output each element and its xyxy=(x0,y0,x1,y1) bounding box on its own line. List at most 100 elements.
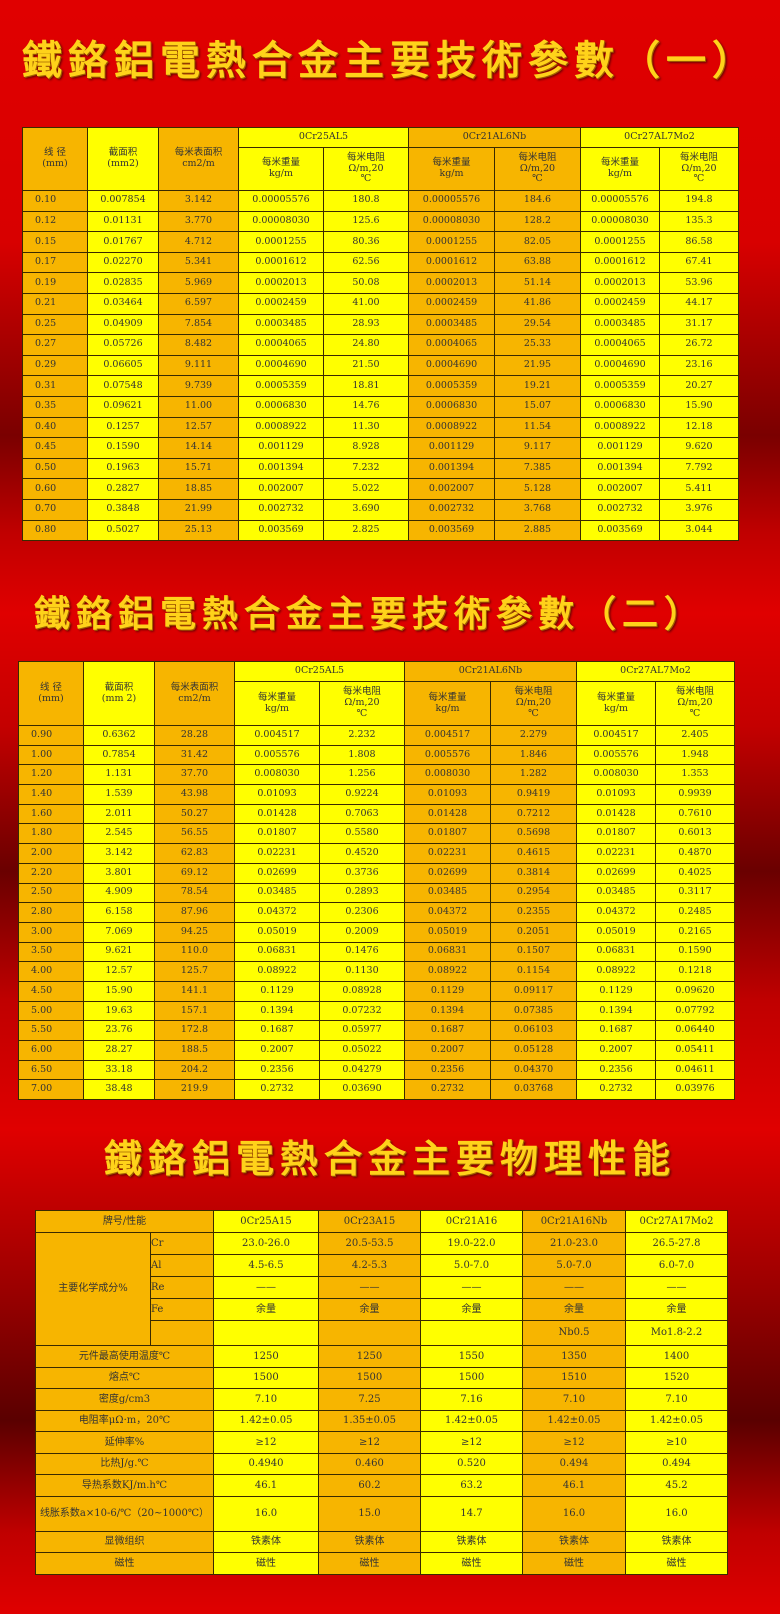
table-cell: 2.50 xyxy=(18,882,84,904)
table-cell: 0.2356 xyxy=(234,1059,320,1081)
table-cell: 0.2954 xyxy=(490,882,577,904)
label: 每米电阻 xyxy=(514,686,553,698)
table-cell: 12.57 xyxy=(83,961,155,982)
table-cell: 0.04611 xyxy=(655,1059,735,1081)
table-cell: 1.131 xyxy=(83,764,155,786)
header-resistance: 每米电阻 Ω/m,20 ℃ xyxy=(490,681,577,726)
table-cell: 0.0002459 xyxy=(408,292,495,315)
header-resistance: 每米电阻 Ω/m,20 ℃ xyxy=(659,147,739,191)
table-cell: 135.3 xyxy=(659,210,739,233)
table-cell: 余量 xyxy=(318,1298,421,1321)
table-cell: 0.2356 xyxy=(404,1059,491,1081)
table-cell: ≥12 xyxy=(420,1431,523,1454)
table-cell: 67.41 xyxy=(659,251,739,274)
table-cell: 0.01131 xyxy=(87,210,159,233)
table-cell: 1250 xyxy=(213,1345,319,1368)
table-cell: 0.1687 xyxy=(234,1020,320,1041)
table-cell: 63.88 xyxy=(494,251,581,274)
table-row: 0.50 0.1963 15.71 0.001394 7.232 0.001394 7.38… xyxy=(22,457,739,480)
table-row: 0.27 0.05726 8.482 0.0004065 24.80 0.0004065 2… xyxy=(22,334,739,356)
label: 每米重量 xyxy=(428,691,467,703)
table-cell: 0.60 xyxy=(22,478,88,500)
label: 每米表面积 xyxy=(170,681,219,693)
label: 每米重量 xyxy=(600,157,639,169)
table-cell: 7.385 xyxy=(494,457,581,480)
table-cell: 0.27 xyxy=(22,334,88,356)
table-cell: 0.0003485 xyxy=(580,313,660,336)
table-cell: 28.93 xyxy=(323,313,409,336)
table-cell: 0.04372 xyxy=(234,902,320,923)
table-row: 5.50 23.76 172.8 0.1687 0.05977 0.1687 0.06103… xyxy=(18,1020,735,1041)
header-alloy: 0Cr21A16 xyxy=(420,1210,523,1233)
table-cell: 0.4025 xyxy=(655,862,735,884)
table-cell: 2.279 xyxy=(490,725,577,746)
table-cell: 2.885 xyxy=(494,519,581,542)
property-label: 磁性 xyxy=(35,1552,214,1575)
table-cell: 5.128 xyxy=(494,478,581,500)
table-cell: 0.02699 xyxy=(234,862,320,884)
table-cell: 0.2007 xyxy=(404,1040,491,1061)
table-cell: 0.07385 xyxy=(490,1000,577,1022)
table-cell: 0.6013 xyxy=(655,823,735,845)
table-cell: 0.02699 xyxy=(404,862,491,884)
table-cell: 铁素体 xyxy=(318,1530,421,1553)
table-cell: 0.01428 xyxy=(234,803,320,825)
property-label: 熔点℃ xyxy=(35,1366,214,1389)
header-weight: 每米重量 kg/m xyxy=(408,147,495,191)
table-cell: 1.80 xyxy=(18,823,84,845)
table-cell: 0.00008030 xyxy=(408,210,495,233)
table-cell: 1550 xyxy=(420,1345,523,1368)
table-cell: 41.86 xyxy=(494,292,581,315)
table-cell: 0.0006830 xyxy=(238,395,324,418)
table-row: 0.12 0.01131 3.770 0.00008030 125.6 0.0000803… xyxy=(22,210,739,233)
table-cell: 0.17 xyxy=(22,251,88,274)
table-cell: 1.539 xyxy=(83,784,155,805)
unit: ℃ xyxy=(693,173,705,185)
table-cell: 0.01428 xyxy=(404,803,491,825)
table-cell: 21.50 xyxy=(323,354,409,377)
table-cell: 0.001394 xyxy=(238,457,324,480)
table-cell xyxy=(213,1320,319,1346)
table-cell: 0.002732 xyxy=(580,498,660,521)
table-cell: 0.01807 xyxy=(576,823,656,845)
table-cell: 3.768 xyxy=(494,498,581,521)
table-cell: ≥12 xyxy=(522,1431,626,1454)
table-cell: 0.08922 xyxy=(234,961,320,982)
table-cell: 0.3736 xyxy=(319,862,405,884)
table-cell: 180.8 xyxy=(323,190,409,212)
table-cell: 37.70 xyxy=(154,764,235,786)
table-cell: 43.98 xyxy=(154,784,235,805)
table-cell: 4.5-6.5 xyxy=(213,1254,319,1277)
table-cell: 磁性 xyxy=(213,1552,319,1575)
table-cell: 0.90 xyxy=(18,725,84,746)
unit: cm2/m xyxy=(178,692,211,704)
table-cell: 0.001129 xyxy=(238,437,324,459)
table-cell: 0.05411 xyxy=(655,1040,735,1061)
table-cell: 7.25 xyxy=(318,1388,421,1411)
table-row: Nb0.5 Mo1.8-2.2 xyxy=(36,1320,728,1346)
table-cell: 26.5-27.8 xyxy=(625,1232,728,1255)
table-cell: 0.002732 xyxy=(238,498,324,521)
table-cell: 0.9939 xyxy=(655,784,735,805)
table-cell: 铁素体 xyxy=(420,1530,523,1553)
table-cell: 0.001129 xyxy=(408,437,495,459)
table-cell: 125.7 xyxy=(154,961,235,982)
table-row: 2.80 6.158 87.96 0.04372 0.2306 0.04372 0.2355… xyxy=(18,902,735,923)
label: 每米重量 xyxy=(596,691,635,703)
table-cell: 0.07792 xyxy=(655,1000,735,1022)
table-cell: 0.7854 xyxy=(83,744,155,766)
table-cell: 0.2893 xyxy=(319,882,405,904)
table-cell: 0.7610 xyxy=(655,803,735,825)
table-cell: 7.10 xyxy=(625,1388,728,1411)
table-cell: 余量 xyxy=(213,1298,319,1321)
table-row: 6.00 28.27 188.5 0.2007 0.05022 0.2007 0.05128… xyxy=(18,1040,735,1061)
element-label: Cr xyxy=(150,1232,214,1255)
table-cell: 2.00 xyxy=(18,843,84,864)
table-cell: 0.02231 xyxy=(404,843,491,864)
unit: (mm) xyxy=(42,158,68,169)
table-cell: 磁性 xyxy=(318,1552,421,1575)
table-row: 3.50 9.621 110.0 0.06831 0.1476 0.06831 0.1507… xyxy=(18,941,735,963)
table-cell: 15.71 xyxy=(158,457,239,480)
spec-table-2: 线 径 (mm) 截面积 (mm 2) 每米表面积 cm2/m 0Cr25AL5 0Cr21A… xyxy=(18,661,735,1101)
table-cell: 2.80 xyxy=(18,902,84,923)
